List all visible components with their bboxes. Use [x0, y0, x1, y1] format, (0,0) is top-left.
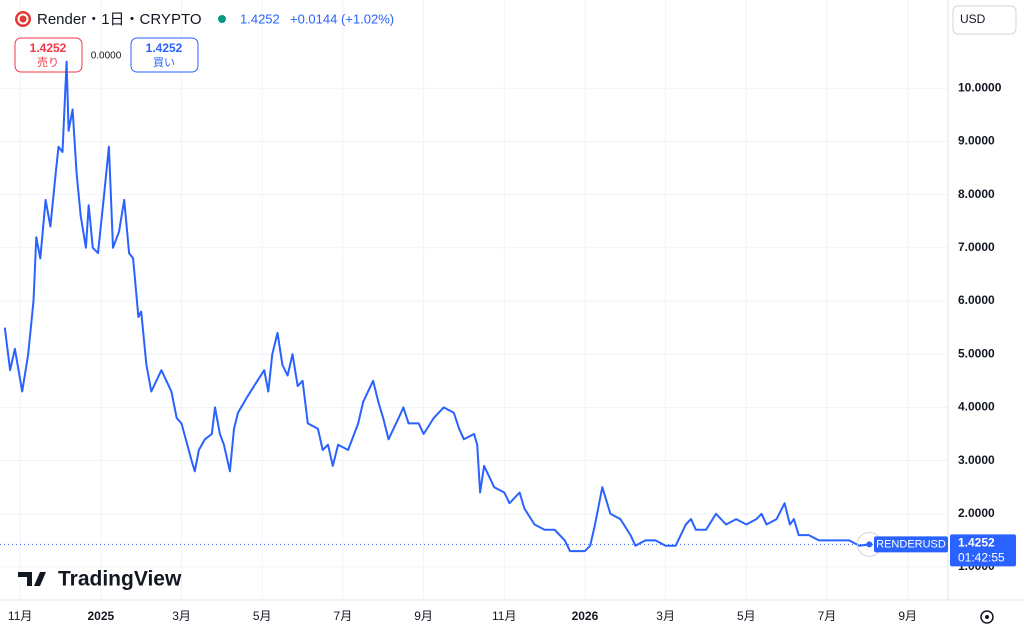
buy-button[interactable] — [130, 37, 199, 73]
y-tick-label: 9.0000 — [958, 134, 995, 148]
price-tag — [950, 534, 1016, 567]
x-tick-label: 2026 — [572, 609, 599, 623]
spread: 0.0000 — [91, 51, 122, 62]
buy-price[interactable]: 1.4252 — [146, 41, 183, 55]
price-tag-value: 1.4252 — [958, 536, 995, 550]
countdown: 01:42:55 — [958, 551, 1005, 565]
logo-icon — [18, 572, 46, 586]
x-tick-label: 9月 — [414, 609, 433, 623]
symbol-tag — [874, 536, 948, 553]
sell-price[interactable]: 1.4252 — [30, 41, 67, 55]
sell-button[interactable] — [14, 37, 83, 73]
currency-button[interactable] — [952, 5, 1017, 35]
logo: TradingView — [58, 568, 182, 591]
buy-label[interactable]: 買い — [153, 56, 175, 69]
symbol-icon — [17, 13, 29, 25]
y-tick-label: 10.0000 — [958, 80, 1002, 94]
x-tick-label: 3月 — [172, 609, 191, 623]
currency[interactable]: USD — [960, 12, 986, 26]
y-tick-label: 5.0000 — [958, 346, 995, 360]
x-tick-label: 11月 — [8, 609, 32, 623]
x-tick-label: 11月 — [492, 609, 516, 623]
y-tick-label: 6.0000 — [958, 293, 995, 307]
price-line — [3, 60, 870, 553]
x-tick-label: 7月 — [334, 609, 353, 623]
y-tick-label: 7.0000 — [958, 240, 995, 254]
x-tick-label: 5月 — [737, 609, 756, 623]
x-tick-label: 2025 — [87, 609, 114, 623]
symbol-tag-text: RENDERUSD — [876, 538, 946, 550]
x-tick-label: 5月 — [253, 609, 272, 623]
settings-icon[interactable] — [980, 610, 994, 624]
x-tick-label: 7月 — [818, 609, 837, 623]
sell-label[interactable]: 売り — [37, 56, 59, 69]
y-tick-label: 4.0000 — [958, 400, 995, 414]
y-tick-label: 2.0000 — [958, 506, 995, 520]
x-tick-label: 3月 — [656, 609, 675, 623]
settings-icon[interactable] — [985, 615, 989, 619]
y-tick-label: 8.0000 — [958, 187, 995, 201]
header-change: +0.0144 (+1.02%) — [290, 11, 394, 26]
symbol-icon — [15, 11, 31, 27]
status-dot — [218, 15, 226, 23]
header-price: 1.4252 — [240, 11, 280, 26]
x-tick-label: 9月 — [898, 609, 917, 623]
symbol: Render・1日・CRYPTO — [37, 11, 202, 28]
y-tick-label: 3.0000 — [958, 453, 995, 467]
last-point — [866, 541, 873, 548]
